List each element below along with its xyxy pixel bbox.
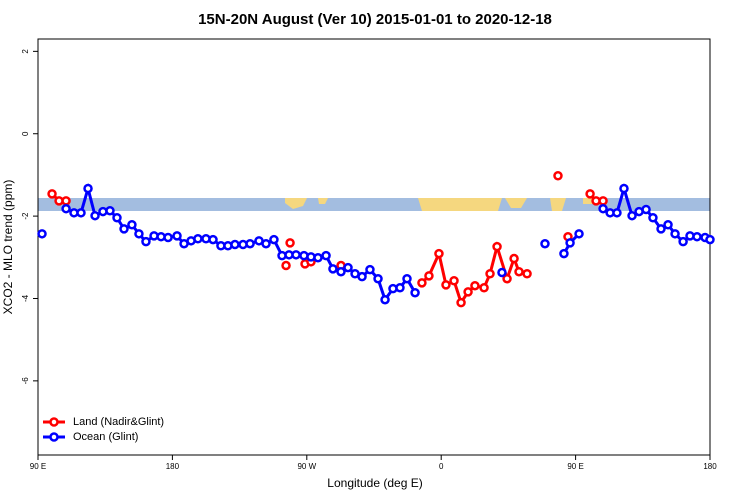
point [574,229,584,239]
point [692,231,702,242]
point [245,238,255,249]
point [705,234,715,245]
point [463,287,473,297]
point [509,253,519,264]
x-tick-label: 180 [166,462,180,471]
point [105,206,115,216]
x-tick-label: 90 W [297,462,316,471]
point [648,213,658,223]
point [395,283,405,293]
point [598,196,608,206]
point [492,241,502,252]
point [434,248,444,259]
point [598,203,608,214]
point [540,238,550,249]
point [285,238,295,248]
point [410,287,420,298]
point [559,248,569,259]
point [553,170,563,181]
point [208,234,218,245]
point [417,278,427,288]
point [230,239,240,250]
point [281,260,291,271]
point [522,269,532,279]
point [449,276,459,286]
x-axis-label: Longitude (deg E) [327,476,422,490]
point [61,203,71,214]
x-tick-label: 90 E [567,462,583,471]
point [343,262,353,273]
legend-marker [49,417,59,427]
point [141,236,151,247]
point [485,269,495,279]
point [497,267,507,278]
point [470,280,480,291]
point [627,210,637,221]
point [424,271,434,281]
legend-label: Ocean (Glint) [73,431,138,443]
x-tick-label: 90 E [30,462,46,471]
point [37,229,47,239]
point [336,266,346,277]
point [261,238,271,249]
y-tick-label: 0 [21,131,30,136]
y-tick-label: 2 [21,49,30,54]
point [112,213,122,223]
legend-label: Land (Nadir&Glint) [73,416,164,428]
point [47,189,57,199]
land-shapes [285,198,601,211]
point [678,236,688,247]
chart-title: 15N-20N August (Ver 10) 2015-01-01 to 20… [198,11,552,28]
point [269,234,279,245]
point [641,204,651,215]
point [663,220,673,230]
point [670,229,680,239]
point [585,189,595,199]
point [119,224,129,234]
point [76,208,86,218]
point [656,224,666,234]
y-tick-label: -4 [21,294,30,302]
point [514,266,524,277]
x-tick-label: 180 [703,462,717,471]
point [321,250,331,261]
point [90,210,100,221]
point [83,183,93,194]
point [291,250,301,260]
legend-marker [49,432,59,442]
point [565,238,575,248]
point [61,196,71,206]
point [441,280,451,290]
y-tick-label: -2 [21,212,30,220]
point [328,264,338,274]
point [365,264,375,275]
point [163,232,173,243]
y-axis-label: XCO2 - MLO trend (ppm) [1,180,15,315]
point [373,273,383,284]
point [380,294,390,305]
sea-band [38,198,710,211]
point [456,297,466,308]
point [619,183,629,194]
point [479,283,489,293]
land-sea-strip [38,198,710,211]
point [172,231,182,241]
point [134,229,144,239]
point [313,252,323,263]
point [612,208,622,218]
plot-frame [37,38,711,456]
point [193,234,203,244]
x-tick-label: 0 [439,462,444,471]
point [127,220,137,230]
point [357,271,367,282]
point [402,273,412,284]
y-tick-label: -6 [21,377,30,385]
point [502,273,512,284]
